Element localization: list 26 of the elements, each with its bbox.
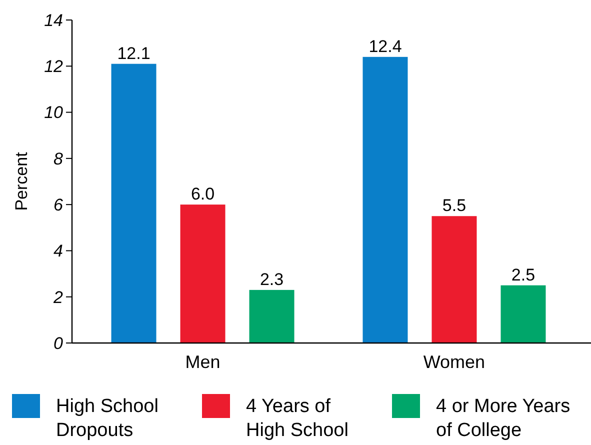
bar xyxy=(500,285,546,343)
text: 12.1 xyxy=(117,44,150,63)
y-axis-title: Percent xyxy=(12,152,31,211)
text: 5.5 xyxy=(442,196,466,216)
text: 6.0 xyxy=(190,184,215,204)
y-tick-label: 12 xyxy=(44,57,64,76)
bar xyxy=(362,56,408,343)
x-tick-label: Women xyxy=(423,352,486,372)
legend-label: 4 or More Years of College xyxy=(436,396,570,441)
legend-label: High School Dropouts xyxy=(56,396,158,441)
y-tick-label: 8 xyxy=(54,149,64,168)
legend-label: 4 Years of High School xyxy=(246,396,348,441)
y-tick-label: 0 xyxy=(54,334,64,353)
bar xyxy=(249,290,294,343)
text: 12.4 xyxy=(368,36,402,56)
text: 2.3 xyxy=(260,270,284,289)
y-tick-label: 6 xyxy=(54,196,64,215)
x-tick-label: Men xyxy=(185,352,220,372)
text: 2.5 xyxy=(511,265,536,284)
bar xyxy=(111,64,156,343)
y-tick-label: 14 xyxy=(44,10,63,30)
y-tick-label: 2 xyxy=(52,288,64,307)
y-tick-label: 10 xyxy=(44,103,64,122)
bar xyxy=(432,216,477,343)
y-tick-label: 4 xyxy=(54,242,63,261)
bar xyxy=(180,204,226,343)
